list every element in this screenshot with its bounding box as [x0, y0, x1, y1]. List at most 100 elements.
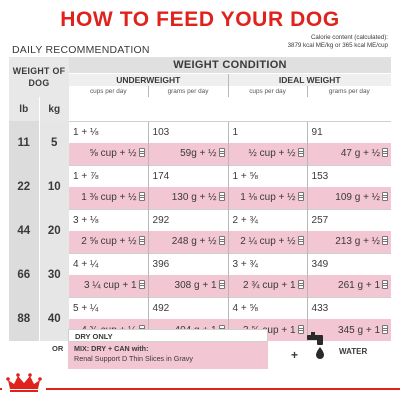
- legend-mix-line-2: Renal Support D Thin Slices in Gravy: [74, 354, 193, 363]
- under-cups-mix-cell: ⅝ cup + ½: [69, 143, 149, 165]
- ideal-cups-dry-cell: 2 + ¾: [227, 208, 308, 231]
- table-row: 66 30 4 + ¼ 396 3 + ¾ 349: [9, 252, 392, 297]
- page-title: HOW TO FEED YOUR DOG: [60, 8, 340, 31]
- under-grams-mix-cell: 308 g + 1: [147, 275, 229, 297]
- ideal-cups-per-day-header: cups per day: [227, 86, 308, 97]
- legend-mix-line-1: MIX: DRY + CAN with:: [74, 344, 149, 353]
- ideal-grams-mix-cell-text: 47 g + ½: [340, 148, 381, 160]
- under-cups-dry-cell: 1 + ⅞: [69, 164, 149, 187]
- plus-sign: +: [291, 348, 299, 362]
- can-icon: [138, 280, 145, 290]
- table-row-mix: 1 ⅜ cup + ½ 130 g + ½ 1 ⅛ cup + ½ 109 g + ½: [9, 187, 392, 209]
- can-icon: [382, 236, 389, 246]
- table-row-mix: 3 ¼ cup + 1 308 g + 1 2 ¾ cup + 1 261 g + 1: [9, 275, 392, 297]
- under-grams-dry-cell: 396: [147, 252, 229, 275]
- under-grams-mix-cell: 59g + ½: [147, 143, 229, 165]
- weight-lb-cell: 11: [9, 121, 39, 165]
- can-icon: [297, 236, 304, 246]
- ideal-grams-per-day-header: grams per day: [306, 86, 392, 97]
- ideal-cups-mix-cell: ½ cup + ½: [227, 143, 308, 165]
- under-cups-mix-cell: 2 ⅝ cup + ½: [69, 231, 149, 253]
- water-label: WATER: [339, 347, 368, 356]
- can-icon: [382, 192, 389, 202]
- ideal-cups-dry-cell: 1 + ⅝: [227, 164, 308, 187]
- can-icon: [297, 280, 304, 290]
- under-grams-mix-cell-text: 308 g + 1: [174, 280, 217, 292]
- under-cups-mix-cell-text: ⅝ cup + ½: [89, 148, 137, 160]
- can-icon: [138, 192, 145, 202]
- footer-line: [0, 388, 400, 390]
- under-grams-mix-cell-text: 59g + ½: [180, 148, 217, 160]
- ideal-grams-dry-cell: 153: [306, 164, 392, 187]
- under-grams-mix-cell: 248 g + ½: [147, 231, 229, 253]
- under-grams-dry-cell: 292: [147, 208, 229, 231]
- header-spacer: [69, 97, 392, 121]
- ideal-cups-dry-cell: 1: [227, 120, 308, 143]
- calorie-line-1: Calorie content (calculated):: [310, 34, 388, 41]
- faucet-water-icon: [307, 332, 324, 359]
- ideal-cups-mix-cell: 2 ¼ cup + ½: [227, 231, 308, 253]
- ideal-cups-mix-cell: 1 ⅛ cup + ½: [227, 187, 308, 209]
- legend-mix: MIX: DRY + CAN with: Renal Support D Thi…: [68, 342, 268, 369]
- ideal-cups-mix-cell-text: 1 ⅛ cup + ½: [240, 192, 296, 204]
- can-icon: [218, 192, 225, 202]
- under-cups-mix-cell-text: 2 ⅝ cup + ½: [81, 236, 137, 248]
- calorie-line-2: 3879 kcal ME/kg or 365 kcal ME/cup: [287, 42, 388, 49]
- ideal-grams-dry-cell: 349: [306, 252, 392, 275]
- feeding-table: WEIGHT OF DOG WEIGHT CONDITION UNDERWEIG…: [9, 57, 392, 341]
- ideal-grams-mix-cell-text: 345 g + 1: [338, 324, 381, 336]
- ideal-grams-mix-cell: 345 g + 1: [306, 319, 392, 341]
- under-cups-dry-cell: 4 + ¼: [69, 252, 149, 275]
- table-row: 88 40 5 + ¼ 492 4 + ⅝ 433: [9, 296, 392, 341]
- under-grams-dry-cell: 492: [147, 296, 229, 319]
- calorie-content: Calorie content (calculated): 3879 kcal …: [288, 34, 388, 50]
- under-grams-mix-cell-text: 248 g + ½: [171, 236, 217, 248]
- under-cups-dry-cell: 3 + ⅛: [69, 208, 149, 231]
- weight-kg-cell: 10: [38, 165, 70, 209]
- can-icon: [218, 236, 225, 246]
- ideal-grams-mix-cell-text: 213 g + ½: [335, 236, 381, 248]
- ideal-cups-mix-cell-text: ½ cup + ½: [248, 148, 296, 160]
- under-grams-dry-cell: 103: [147, 120, 229, 143]
- table-row-mix: ⅝ cup + ½ 59g + ½ ½ cup + ½ 47 g + ½: [9, 143, 392, 165]
- weight-lb-cell: 44: [9, 209, 39, 253]
- weight-kg-cell: 5: [38, 121, 70, 165]
- ideal-cups-mix-cell-text: 2 ¾ cup + 1: [242, 280, 296, 292]
- daily-recommendation-label: DAILY RECOMMENDATION: [12, 44, 150, 56]
- ideal-grams-mix-cell: 213 g + ½: [306, 231, 392, 253]
- can-icon: [297, 324, 304, 334]
- under-cups-per-day-header: cups per day: [69, 86, 149, 97]
- weight-kg-cell: 30: [38, 253, 70, 297]
- ideal-cups-mix-cell-text: 2 ¼ cup + ½: [240, 236, 296, 248]
- ideal-weight-header: IDEAL WEIGHT: [227, 73, 392, 86]
- ideal-grams-dry-cell: 257: [306, 208, 392, 231]
- weight-kg-cell: 20: [38, 209, 70, 253]
- weight-lb-cell: 88: [9, 297, 39, 341]
- under-cups-mix-cell: 3 ¼ cup + 1: [69, 275, 149, 297]
- weight-kg-cell: 40: [38, 297, 70, 341]
- weight-of-dog-header: WEIGHT OF DOG: [9, 57, 70, 97]
- under-grams-mix-cell-text: 130 g + ½: [171, 192, 217, 204]
- can-icon: [218, 280, 225, 290]
- weight-condition-header: WEIGHT CONDITION: [69, 57, 392, 74]
- can-icon: [382, 280, 389, 290]
- can-icon: [218, 148, 225, 158]
- ideal-cups-mix-cell: 2 ¾ cup + 1: [227, 275, 308, 297]
- under-cups-dry-cell: 1 + ⅛: [69, 120, 149, 143]
- ideal-grams-dry-cell: 91: [306, 120, 392, 143]
- weight-lb-cell: 66: [9, 253, 39, 297]
- table-row: 22 10 1 + ⅞ 174 1 + ⅝ 153: [9, 164, 392, 209]
- legend-dry-only: DRY ONLY: [68, 329, 268, 342]
- ideal-grams-dry-cell: 433: [306, 296, 392, 319]
- under-grams-dry-cell: 174: [147, 164, 229, 187]
- can-icon: [138, 236, 145, 246]
- weight-lb-cell: 22: [9, 165, 39, 209]
- table-row: 44 20 3 + ⅛ 292 2 + ¾ 257: [9, 208, 392, 253]
- ideal-grams-mix-cell-text: 109 g + ½: [335, 192, 381, 204]
- table-row-mix: 2 ⅝ cup + ½ 248 g + ½ 2 ¼ cup + ½ 213 g + ½: [9, 231, 392, 253]
- under-cups-mix-cell-text: 3 ¼ cup + 1: [83, 280, 137, 292]
- ideal-grams-mix-cell-text: 261 g + 1: [338, 280, 381, 292]
- ideal-grams-mix-cell: 261 g + 1: [306, 275, 392, 297]
- lb-header: lb: [9, 97, 39, 121]
- underweight-header: UNDERWEIGHT: [69, 73, 229, 86]
